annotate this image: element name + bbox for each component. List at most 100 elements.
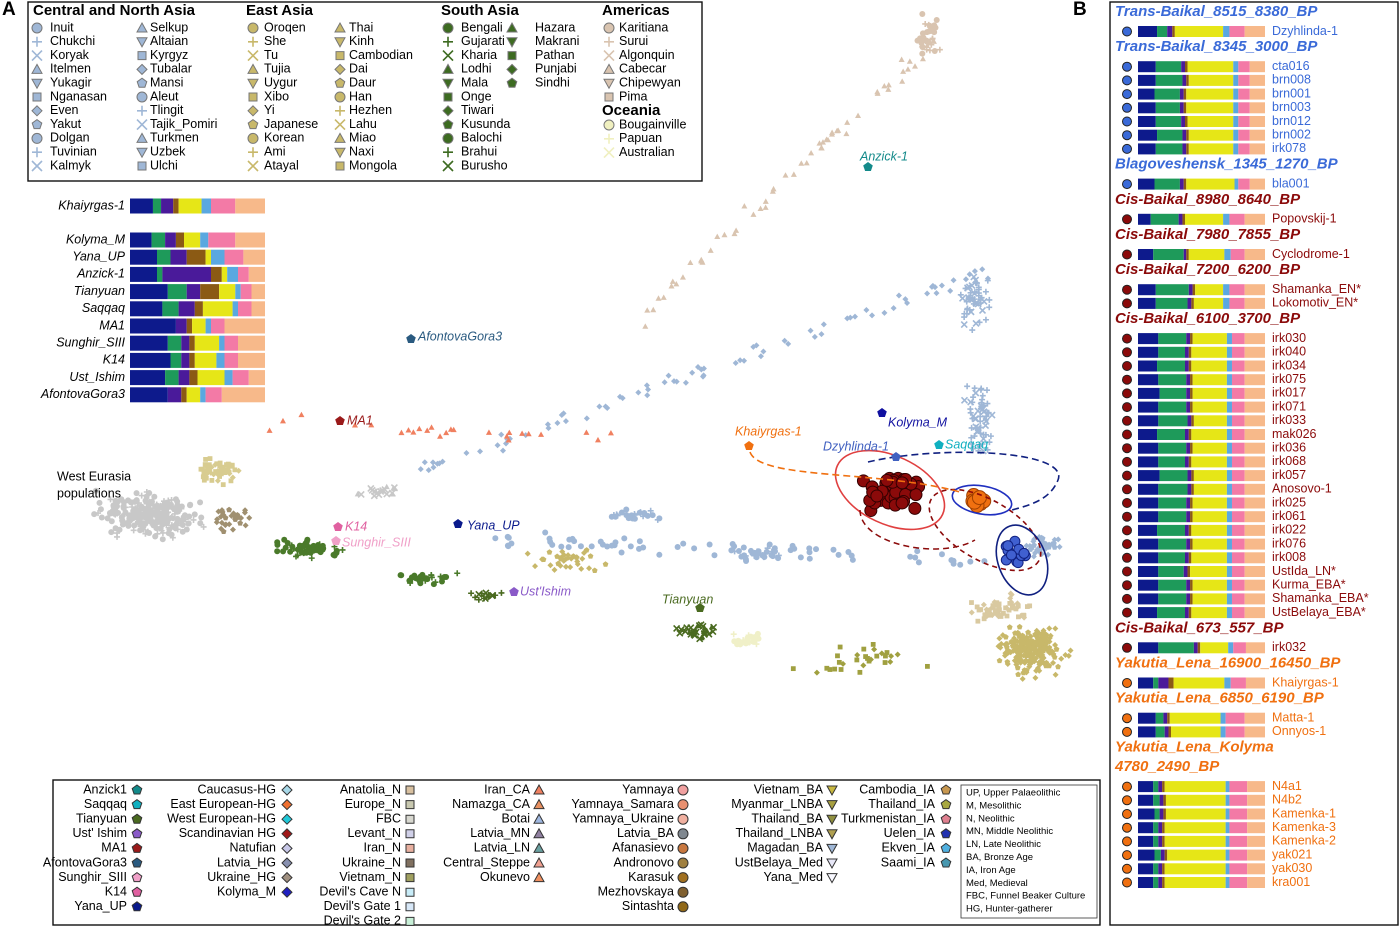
marker	[730, 631, 737, 638]
admixture-segment	[216, 352, 225, 368]
legend-label: Iran_CA	[484, 782, 531, 796]
marker	[1021, 613, 1027, 618]
admixture-segment	[1163, 808, 1166, 820]
admixture-segment	[1158, 374, 1187, 386]
marker	[279, 417, 286, 424]
marker	[919, 55, 926, 62]
marker	[978, 306, 987, 314]
admixture-segment	[1231, 333, 1245, 345]
admixture-segment	[1244, 360, 1265, 372]
marker	[481, 595, 488, 602]
sample-icon	[1122, 470, 1132, 481]
marker	[797, 554, 804, 561]
marker	[855, 112, 862, 119]
admixture-segment	[197, 370, 225, 386]
panel-label: A	[2, 0, 16, 20]
marker	[673, 624, 681, 632]
admixture-segment	[1138, 74, 1156, 86]
admixture-segment	[130, 232, 152, 248]
marker	[679, 274, 686, 280]
marker	[983, 606, 990, 613]
admixture-segment	[1186, 374, 1191, 386]
marker	[1031, 648, 1038, 654]
admixture-segment	[1138, 781, 1154, 793]
marker	[175, 508, 182, 515]
marker	[623, 506, 630, 513]
marker	[549, 541, 556, 548]
marker	[971, 268, 978, 275]
marker	[351, 422, 358, 428]
admixture-segment	[1183, 249, 1187, 260]
marker	[442, 78, 454, 90]
marker	[984, 275, 991, 282]
admixture-segment	[1138, 116, 1156, 127]
admixture-segment	[208, 232, 236, 248]
marker	[247, 105, 259, 117]
legend-label: Yamnaya_Ukraine	[572, 811, 674, 825]
admixture-segment	[1229, 863, 1248, 875]
group-title: Trans-Baikal_8515_8380_BP	[1115, 3, 1318, 20]
admixture-segment	[1229, 794, 1248, 806]
admixture-segment	[1193, 415, 1227, 427]
legend-label: Karitiana	[619, 20, 668, 34]
marker	[970, 300, 977, 307]
marker	[976, 319, 983, 326]
admixture-segment	[1244, 333, 1265, 345]
marker	[574, 558, 581, 565]
marker	[225, 461, 231, 467]
admixture-segment	[1181, 116, 1185, 127]
legend-label: Devil's Gate 2	[324, 914, 401, 928]
admixture-segment	[1154, 849, 1161, 861]
marker	[505, 437, 512, 443]
admixture-segment	[1244, 415, 1265, 427]
group-title: Yakutia_Lena_6850_6190_BP	[1115, 690, 1325, 707]
marker	[919, 30, 926, 37]
marker	[922, 20, 929, 27]
admixture-segment	[1178, 213, 1183, 225]
marker	[700, 372, 707, 379]
marker	[32, 92, 42, 102]
marker	[1050, 659, 1057, 666]
admixture-segment	[167, 335, 182, 351]
marker	[222, 521, 229, 528]
admixture-segment	[1231, 387, 1245, 399]
marker	[303, 544, 310, 551]
sample-label: irk057	[1272, 468, 1306, 482]
marker	[31, 50, 43, 62]
marker	[967, 558, 974, 565]
marker	[218, 471, 224, 477]
marker	[185, 520, 192, 527]
marker	[871, 646, 878, 653]
sample-label: irk034	[1272, 358, 1306, 372]
admixture-segment	[1233, 102, 1239, 114]
admixture-segment	[1190, 538, 1193, 550]
marker	[287, 548, 294, 555]
marker	[229, 526, 236, 533]
admixture-segment	[1191, 552, 1227, 564]
marker	[707, 247, 714, 253]
marker	[120, 503, 127, 510]
marker	[757, 205, 764, 212]
marker	[136, 63, 148, 76]
marker	[843, 130, 850, 137]
legend-label: Ukraine_N	[342, 855, 401, 869]
marker	[533, 871, 545, 883]
marker	[1036, 642, 1043, 649]
admixture-segment	[1163, 712, 1168, 724]
marker	[131, 798, 143, 810]
sample-label: irk075	[1272, 372, 1306, 386]
marker	[894, 651, 901, 658]
admixture-segment	[1138, 538, 1159, 550]
marker	[107, 510, 114, 517]
marker	[167, 501, 174, 508]
legend-label: Cambodian	[349, 48, 413, 62]
marker	[1010, 647, 1017, 654]
marker	[133, 497, 140, 504]
legend-label: FBC	[376, 811, 401, 825]
sample-icon	[1122, 795, 1132, 806]
legend-label: Oroqen	[264, 20, 306, 34]
abbreviation: BA, Bronze Age	[966, 852, 1033, 863]
sample-label: brn008	[1272, 73, 1311, 87]
admixture-segment	[194, 352, 217, 368]
admixture-segment	[1154, 808, 1160, 820]
